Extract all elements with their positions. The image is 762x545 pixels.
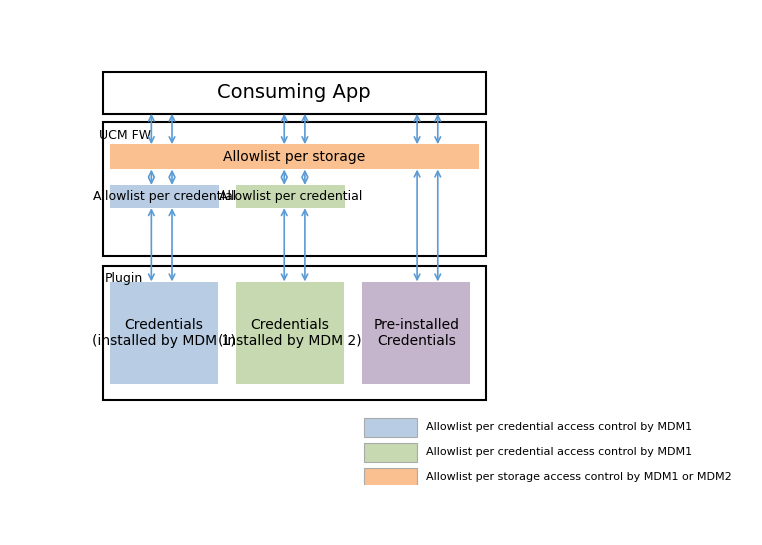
Bar bbox=[235, 185, 345, 208]
Bar bbox=[103, 265, 485, 400]
Bar bbox=[103, 72, 485, 114]
Text: Consuming App: Consuming App bbox=[217, 83, 371, 102]
Text: Credentials
(installed by MDM 1): Credentials (installed by MDM 1) bbox=[92, 318, 236, 348]
Text: Allowlist per storage access control by MDM1 or MDM2: Allowlist per storage access control by … bbox=[426, 473, 732, 482]
Text: Credentials
(installed by MDM 2): Credentials (installed by MDM 2) bbox=[218, 318, 362, 348]
Bar bbox=[362, 282, 470, 384]
Bar bbox=[110, 282, 218, 384]
Text: Allowlist per credential access control by MDM1: Allowlist per credential access control … bbox=[426, 422, 692, 432]
Bar bbox=[103, 122, 485, 256]
Text: Allowlist per credential: Allowlist per credential bbox=[93, 190, 236, 203]
Bar bbox=[235, 282, 344, 384]
Text: Pre-installed
Credentials: Pre-installed Credentials bbox=[373, 318, 459, 348]
Text: Plugin: Plugin bbox=[104, 272, 142, 285]
Text: Allowlist per credential access control by MDM1: Allowlist per credential access control … bbox=[426, 447, 692, 457]
Text: Allowlist per credential: Allowlist per credential bbox=[219, 190, 362, 203]
Bar bbox=[364, 418, 417, 437]
Text: Allowlist per storage: Allowlist per storage bbox=[223, 150, 366, 164]
Bar bbox=[110, 144, 479, 169]
Bar bbox=[364, 468, 417, 487]
Text: UCM FW: UCM FW bbox=[99, 129, 152, 142]
Bar bbox=[364, 443, 417, 462]
Bar bbox=[110, 185, 219, 208]
